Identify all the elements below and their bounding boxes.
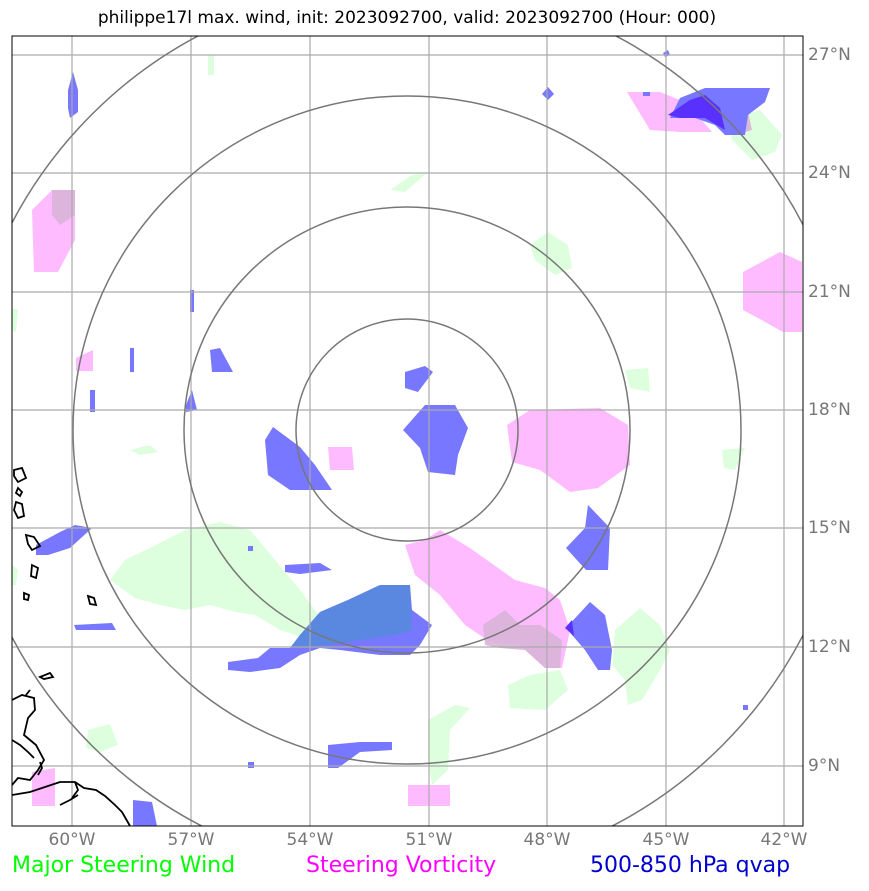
legend-wind: Major Steering Wind [12,853,236,878]
wind-area [12,565,18,585]
qvap-area [133,800,157,826]
mainland-coast [37,761,43,776]
map-frame [11,35,804,827]
qvap-area [90,390,95,412]
qvap-area [265,427,332,490]
island-outline [13,500,26,520]
wind-area [390,172,428,192]
qvap-area [405,366,433,392]
lon-label: 45°W [642,830,690,850]
lat-label: 9°N [808,756,841,776]
qvap-area [403,405,468,475]
wind-area [428,705,470,785]
mainland-coast [59,794,79,806]
qvap-area [566,602,612,670]
lon-label: 42°W [760,830,808,850]
lon-label: 57°W [167,830,215,850]
wind-area [722,448,745,470]
qvap-area [248,546,253,551]
vorticity-area [76,350,93,371]
range-ring [72,95,742,765]
legend: Major Steering Wind Steering Vorticity 5… [0,853,869,883]
qvap-area [36,525,92,555]
qvap-dense-area [290,585,412,648]
vorticity-area [627,92,712,132]
legend-qvap: 500-850 hPa qvap [590,853,791,878]
range-rings [12,36,803,826]
mainland-coast [12,739,35,759]
island-outline [86,594,98,607]
mainland-coast [25,689,31,696]
island-outline [24,533,42,552]
qvap-area [643,92,650,96]
wind-area [530,232,572,275]
qvap-area [743,705,748,710]
lat-label: 24°N [808,163,851,183]
overlap-area [52,190,75,225]
map-title: philippe17l max. wind, init: 2023092700,… [97,8,717,28]
vorticity-area [328,447,354,470]
qvap-area [74,623,116,630]
lat-lon-grid [12,36,803,826]
qvap-dense-area [565,620,574,636]
lon-label: 48°W [523,830,571,850]
qvap-area [130,348,134,372]
wind-area [86,724,118,752]
range-ring [183,206,631,654]
wind-area [612,608,670,705]
mainland-coast [71,781,80,799]
qvap-area [210,348,233,372]
island-outline [30,563,40,580]
wind-area [508,670,568,710]
lat-label: 15°N [808,518,851,538]
lat-label: 12°N [808,637,851,657]
lon-label: 51°W [405,830,453,850]
coastlines [12,466,131,826]
lon-label: 54°W [286,830,334,850]
wind-area [130,445,158,455]
lat-label: 21°N [808,282,851,302]
island-outline [13,466,28,484]
island-outline [37,671,55,680]
mainland-coast [12,694,46,786]
qvap-area [248,762,254,768]
island-outline [23,591,31,602]
overlap-area [483,610,562,668]
qvap-area [285,563,332,574]
qvap-area [542,87,554,100]
range-ring [295,318,519,542]
qvap-area [328,742,392,768]
lat-label: 27°N [808,45,851,65]
island-outline [14,486,24,498]
wind-area [12,308,18,332]
lat-label: 18°N [808,400,851,420]
qvap-area [68,72,78,118]
legend-vorticity: Steering Vorticity [306,853,497,878]
lon-label: 60°W [48,830,96,850]
mainland-coast [12,781,131,826]
wind-area [208,55,214,75]
wind-area [625,368,650,392]
vorticity-area [507,408,630,492]
qvap-area [566,505,610,570]
